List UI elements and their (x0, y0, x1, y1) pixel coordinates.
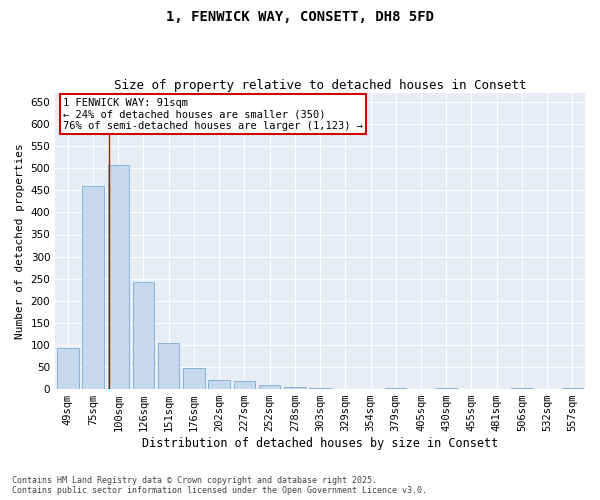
Bar (82, 186, 104, 389)
Text: Contains HM Land Registry data © Crown copyright and database right 2025.
Contai: Contains HM Land Registry data © Crown c… (12, 476, 427, 495)
Bar (183, 368, 205, 389)
Bar (259, 384, 280, 389)
Bar (233, 381, 255, 389)
Bar (310, 388, 331, 389)
Bar (158, 342, 179, 389)
Text: 1 FENWICK WAY: 91sqm
← 24% of detached houses are smaller (350)
76% of semi-deta: 1 FENWICK WAY: 91sqm ← 24% of detached h… (63, 98, 363, 131)
Bar (107, 165, 129, 389)
Bar (284, 387, 305, 389)
Bar (562, 388, 583, 389)
Bar (208, 380, 230, 389)
Bar (133, 282, 154, 389)
X-axis label: Distribution of detached houses by size in Consett: Distribution of detached houses by size … (142, 437, 498, 450)
Bar (385, 388, 406, 389)
Title: Size of property relative to detached houses in Consett: Size of property relative to detached ho… (114, 79, 526, 92)
Bar (57, 348, 79, 389)
Bar (436, 388, 457, 389)
Text: 1, FENWICK WAY, CONSETT, DH8 5FD: 1, FENWICK WAY, CONSETT, DH8 5FD (166, 10, 434, 24)
Bar (511, 388, 533, 389)
Y-axis label: Number of detached properties: Number of detached properties (15, 143, 25, 339)
